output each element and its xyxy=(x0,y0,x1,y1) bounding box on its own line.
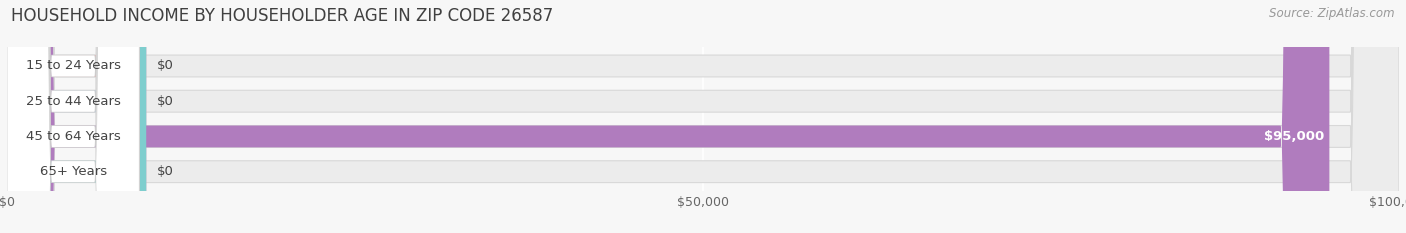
Text: Source: ZipAtlas.com: Source: ZipAtlas.com xyxy=(1270,7,1395,20)
FancyBboxPatch shape xyxy=(7,0,139,233)
Text: $0: $0 xyxy=(157,165,174,178)
Text: 45 to 64 Years: 45 to 64 Years xyxy=(25,130,121,143)
FancyBboxPatch shape xyxy=(7,0,146,233)
FancyBboxPatch shape xyxy=(7,0,146,233)
FancyBboxPatch shape xyxy=(7,0,1399,233)
FancyBboxPatch shape xyxy=(7,0,1399,233)
FancyBboxPatch shape xyxy=(7,0,139,233)
Text: $95,000: $95,000 xyxy=(1264,130,1324,143)
Text: 15 to 24 Years: 15 to 24 Years xyxy=(25,59,121,72)
Text: $0: $0 xyxy=(157,95,174,108)
FancyBboxPatch shape xyxy=(7,0,1330,233)
FancyBboxPatch shape xyxy=(7,0,1399,233)
FancyBboxPatch shape xyxy=(7,0,1399,233)
Text: 25 to 44 Years: 25 to 44 Years xyxy=(25,95,121,108)
Text: HOUSEHOLD INCOME BY HOUSEHOLDER AGE IN ZIP CODE 26587: HOUSEHOLD INCOME BY HOUSEHOLDER AGE IN Z… xyxy=(11,7,554,25)
FancyBboxPatch shape xyxy=(7,0,139,233)
FancyBboxPatch shape xyxy=(7,0,139,233)
Text: 65+ Years: 65+ Years xyxy=(39,165,107,178)
FancyBboxPatch shape xyxy=(7,0,146,233)
Text: $0: $0 xyxy=(157,59,174,72)
